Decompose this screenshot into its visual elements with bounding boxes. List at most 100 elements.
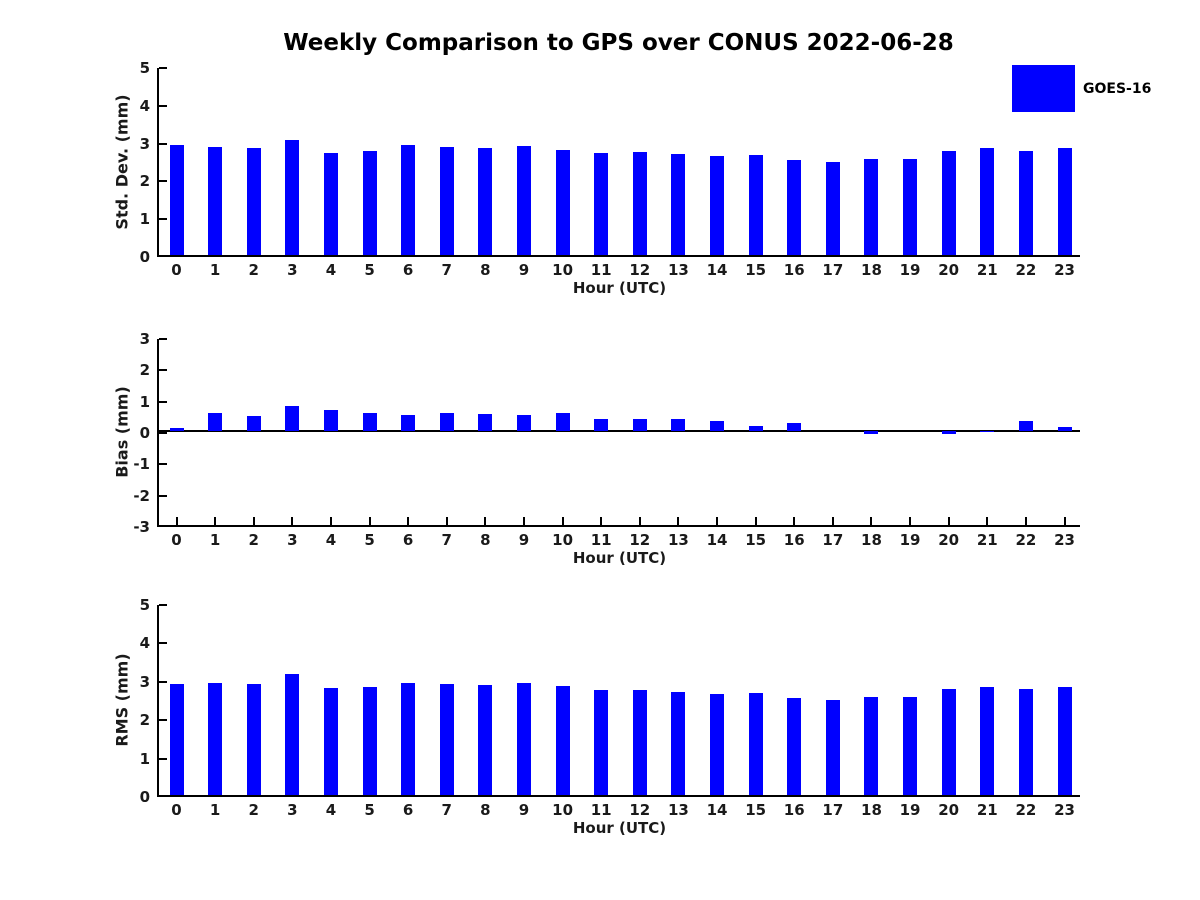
bar-hour-16	[787, 160, 802, 255]
bar-hour-6	[401, 682, 416, 795]
bar-hour-7	[439, 413, 454, 431]
x-tick-mark	[754, 517, 757, 525]
x-tick-label: 15	[745, 801, 767, 819]
bar-hour-2	[246, 415, 261, 431]
y-axis-label-bias: Bias (mm)	[112, 386, 132, 478]
bar-hour-14	[710, 156, 725, 255]
bar-hour-12	[632, 419, 647, 431]
x-tick-mark	[831, 517, 834, 525]
bar-hour-1	[208, 146, 223, 255]
x-tick-mark	[175, 517, 178, 525]
x-tick-label: 16	[783, 531, 805, 549]
x-tick-label: 6	[402, 801, 414, 819]
bar-hour-21	[980, 431, 995, 432]
x-tick-label: 14	[706, 531, 728, 549]
x-tick-label: 11	[590, 261, 612, 279]
x-tick-label: 2	[248, 531, 259, 549]
y-tick-mark	[159, 463, 167, 466]
y-tick-label: 1	[139, 392, 150, 411]
x-tick-mark	[484, 517, 487, 525]
bar-hour-1	[208, 413, 223, 431]
x-tick-label: 21	[976, 531, 998, 549]
bar-hour-13	[671, 154, 686, 255]
x-tick-label: 20	[938, 531, 960, 549]
x-tick-mark	[368, 517, 371, 525]
x-tick-label: 5	[364, 261, 375, 279]
x-tick-label: 21	[976, 801, 998, 819]
x-tick-mark	[793, 517, 796, 525]
bar-hour-6	[401, 415, 416, 431]
x-tick-label: 2	[248, 261, 259, 279]
bar-hour-13	[671, 692, 686, 795]
x-tick-label: 19	[899, 801, 921, 819]
bar-hour-10	[555, 413, 570, 431]
x-tick-label: 13	[667, 261, 689, 279]
x-tick-label: 19	[899, 261, 921, 279]
y-tick-label: 5	[139, 59, 150, 77]
x-axis-label-hour-utc: Hour (UTC)	[572, 819, 667, 837]
bar-hour-23	[1057, 427, 1072, 431]
x-tick-label: 23	[1054, 801, 1075, 819]
x-tick-mark	[947, 517, 950, 525]
bar-hour-8	[478, 684, 493, 795]
bar-hour-2	[246, 147, 261, 255]
bar-hour-22	[1018, 420, 1033, 431]
x-tick-label: 8	[480, 531, 491, 549]
bar-hour-4	[323, 152, 338, 255]
x-tick-label: 4	[325, 531, 337, 549]
y-tick-label: 2	[139, 172, 150, 191]
y-tick-mark	[159, 432, 167, 434]
x-tick-label: 4	[325, 801, 337, 819]
x-tick-mark	[522, 517, 525, 525]
bar-hour-11	[594, 690, 609, 795]
x-tick-label: 8	[480, 261, 491, 279]
x-tick-label: 14	[706, 261, 728, 279]
bar-hour-2	[246, 684, 261, 795]
bar-hour-8	[478, 148, 493, 255]
y-tick-label: 3	[139, 672, 150, 691]
bar-hour-8	[478, 413, 493, 431]
x-tick-label: 17	[822, 261, 844, 279]
y-tick-label: -1	[133, 455, 150, 474]
x-tick-label: 19	[899, 531, 921, 549]
x-tick-label: 0	[171, 801, 182, 819]
x-tick-mark	[407, 517, 410, 525]
bar-hour-9	[516, 682, 531, 795]
y-tick-label: -3	[133, 518, 150, 536]
bar-hour-3	[285, 405, 300, 431]
x-tick-label: 7	[441, 801, 452, 819]
x-tick-label: 3	[287, 801, 298, 819]
x-tick-label: 9	[518, 531, 530, 549]
x-tick-label: 21	[976, 261, 998, 279]
bar-hour-17	[825, 700, 840, 795]
x-tick-label: 8	[480, 801, 491, 819]
x-tick-label: 3	[287, 261, 298, 279]
bar-hour-20	[941, 151, 956, 255]
bar-hour-7	[439, 147, 454, 255]
x-tick-label: 1	[209, 531, 221, 549]
x-tick-label: 22	[1015, 261, 1037, 279]
x-tick-label: 1	[209, 261, 221, 279]
y-axis-label-std-dev: Std. Dev. (mm)	[112, 93, 132, 230]
x-tick-label: 6	[402, 531, 414, 549]
y-axis-label-rms: RMS (mm)	[112, 653, 132, 747]
bar-hour-15	[748, 426, 763, 431]
x-axis-label-hour-utc: Hour (UTC)	[572, 549, 667, 567]
x-tick-label: 12	[629, 531, 651, 549]
bar-hour-23	[1057, 686, 1072, 795]
x-tick-label: 17	[822, 801, 844, 819]
x-tick-label: 18	[861, 801, 882, 819]
legend: GOES-16	[1012, 65, 1151, 112]
bar-hour-0	[169, 683, 184, 795]
x-tick-label: 6	[402, 261, 414, 279]
x-tick-mark	[638, 517, 641, 525]
y-tick-label: 1	[139, 210, 150, 229]
x-tick-label: 12	[629, 261, 651, 279]
x-tick-label: 23	[1054, 261, 1075, 279]
bar-hour-18	[864, 696, 879, 795]
x-tick-label: 4	[325, 261, 337, 279]
bar-hour-10	[555, 149, 570, 255]
bar-hour-16	[787, 422, 802, 431]
bar-hour-9	[516, 145, 531, 255]
